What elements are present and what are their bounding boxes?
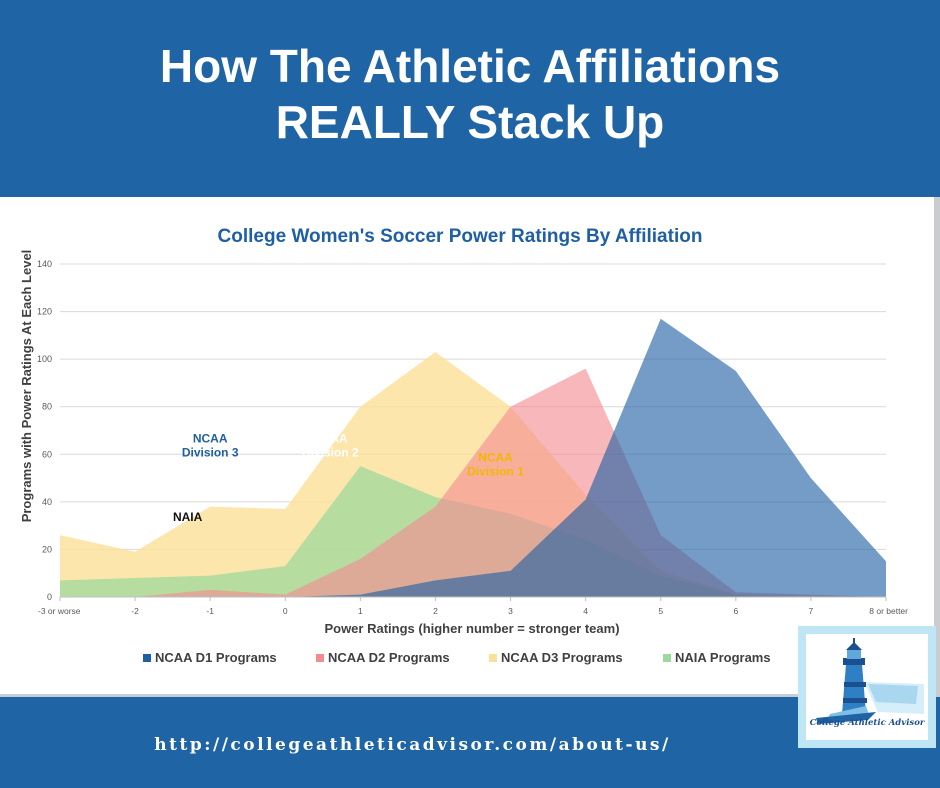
page-title-line-1: How The Athletic Affiliations	[159, 40, 781, 92]
x-tick-label: -2	[131, 606, 139, 616]
legend-swatch	[316, 654, 324, 662]
series-annotation: NCAA Division 3	[182, 431, 239, 459]
y-tick-label: 0	[47, 592, 52, 602]
x-tick-label: 4	[583, 606, 588, 616]
lighthouse-icon	[816, 638, 924, 724]
x-tick-label: 6	[733, 606, 738, 616]
footer-url[interactable]: http://collegeathleticadvisor.com/about-…	[154, 735, 671, 755]
series-annotation: NAIA	[173, 510, 203, 524]
chart: College Women's Soccer Power Ratings By …	[19, 226, 908, 665]
panel-shadow	[934, 197, 940, 697]
area-ncaa-d1-programs	[60, 318, 886, 597]
y-axis-ticks: 0 20 40 60 80 100 120 140	[37, 259, 52, 602]
annotations: NCAA Division 3 NCAA Division 2 NCAA Division…	[173, 431, 524, 523]
legend-swatch	[663, 654, 671, 662]
legend-swatch	[489, 654, 497, 662]
chart-title: College Women's Soccer Power Ratings By …	[218, 226, 703, 247]
x-axis-label: Power Ratings (higher number = stronger …	[324, 621, 619, 636]
series-annotation: NCAA Division 1	[467, 450, 524, 478]
x-tick-label: 2	[433, 606, 438, 616]
plot-areas	[60, 318, 886, 597]
page-title: How The Athletic Affiliations REALLY Sta…	[0, 38, 940, 150]
y-tick-label: 80	[42, 402, 52, 412]
y-tick-label: 100	[37, 354, 52, 364]
legend-swatch	[143, 654, 151, 662]
y-tick-label: 140	[37, 259, 52, 269]
legend-label: NCAA D2 Programs	[328, 650, 450, 665]
legend: NCAA D1 Programs NCAA D2 Programs NCAA D3 …	[143, 650, 771, 665]
x-tick-label: 3	[508, 606, 513, 616]
y-tick-label: 60	[42, 449, 52, 459]
legend-label: NCAA D1 Programs	[155, 650, 277, 665]
x-tick-label: 0	[283, 606, 288, 616]
panel-divider	[0, 694, 940, 697]
page-title-line-2: REALLY Stack Up	[275, 96, 665, 148]
x-tick-label: -1	[206, 606, 214, 616]
x-tick-label: 8 or better	[869, 606, 908, 616]
logo-text: College Athletic Advisor	[809, 718, 925, 728]
y-tick-label: 120	[37, 307, 52, 317]
x-tick-label: 5	[658, 606, 663, 616]
x-axis-ticks: -3 or worse -2 -1 0 1 2 3 4 5 6 7 8 or better	[38, 597, 908, 616]
legend-label: NAIA Programs	[675, 650, 771, 665]
y-axis-label: Programs with Power Ratings At Each Leve…	[19, 250, 34, 523]
y-tick-label: 20	[42, 544, 52, 554]
area-ncaa-d2-programs	[60, 368, 886, 597]
y-tick-label: 40	[42, 497, 52, 507]
legend-label: NCAA D3 Programs	[501, 650, 623, 665]
header-banner	[0, 0, 940, 197]
series-annotation: NCAA Division 2	[302, 431, 359, 459]
x-tick-label: -3 or worse	[38, 606, 81, 616]
x-tick-label: 1	[358, 606, 363, 616]
x-tick-label: 7	[809, 606, 814, 616]
